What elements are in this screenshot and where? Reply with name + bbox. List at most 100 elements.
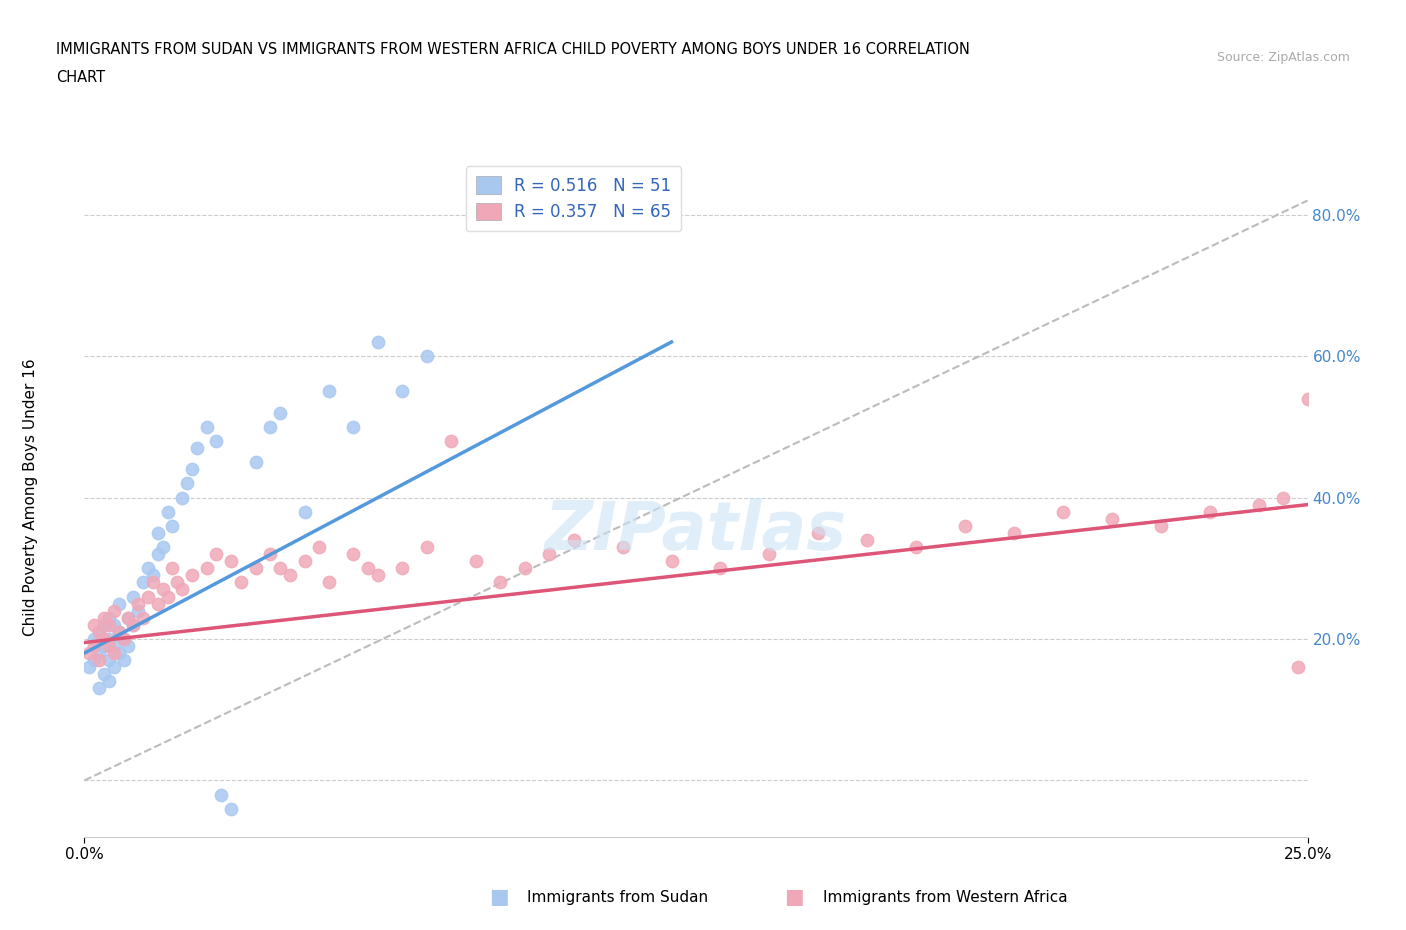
Text: Immigrants from Western Africa: Immigrants from Western Africa bbox=[823, 890, 1067, 905]
Point bbox=[83, 653, 105, 668]
Point bbox=[97, 610, 120, 625]
Point bbox=[83, 618, 105, 632]
Point bbox=[259, 547, 281, 562]
Point bbox=[181, 568, 204, 583]
Legend: R = 0.516   N = 51, R = 0.357   N = 65: R = 0.516 N = 51, R = 0.357 N = 65 bbox=[465, 166, 682, 231]
Point bbox=[107, 624, 129, 639]
Point bbox=[513, 561, 536, 576]
Point bbox=[112, 631, 135, 646]
Point bbox=[1296, 392, 1319, 406]
Point bbox=[162, 518, 184, 533]
Point bbox=[464, 553, 486, 568]
Point bbox=[758, 547, 780, 562]
Point bbox=[127, 596, 149, 611]
Point bbox=[87, 681, 110, 696]
Point bbox=[269, 405, 291, 420]
Point bbox=[122, 589, 145, 604]
Point bbox=[278, 568, 301, 583]
Point bbox=[117, 610, 139, 625]
Point bbox=[83, 639, 105, 654]
Point bbox=[391, 384, 413, 399]
Point bbox=[83, 631, 105, 646]
Point bbox=[269, 561, 291, 576]
Point bbox=[136, 589, 159, 604]
Point bbox=[107, 596, 129, 611]
Point bbox=[176, 476, 198, 491]
Point bbox=[245, 561, 267, 576]
Point bbox=[122, 618, 145, 632]
Point bbox=[181, 462, 204, 477]
Point bbox=[342, 547, 364, 562]
Point bbox=[294, 504, 316, 519]
Point bbox=[318, 575, 340, 590]
Point bbox=[93, 610, 115, 625]
Point bbox=[308, 539, 330, 554]
Text: ZIPatlas: ZIPatlas bbox=[546, 498, 846, 565]
Text: Immigrants from Sudan: Immigrants from Sudan bbox=[527, 890, 709, 905]
Point bbox=[562, 533, 585, 548]
Point bbox=[122, 618, 145, 632]
Point bbox=[146, 547, 169, 562]
Point bbox=[87, 624, 110, 639]
Point bbox=[97, 618, 120, 632]
Point bbox=[172, 582, 194, 597]
Point bbox=[342, 419, 364, 434]
Point bbox=[229, 575, 252, 590]
Point bbox=[107, 624, 129, 639]
Point bbox=[107, 645, 129, 660]
Point bbox=[807, 525, 830, 540]
Point bbox=[1150, 518, 1173, 533]
Point bbox=[172, 490, 194, 505]
Point bbox=[612, 539, 634, 554]
Text: ■: ■ bbox=[785, 887, 804, 908]
Point bbox=[391, 561, 413, 576]
Point bbox=[87, 653, 110, 668]
Point bbox=[142, 568, 165, 583]
Point bbox=[152, 582, 174, 597]
Point bbox=[661, 553, 683, 568]
Point bbox=[132, 610, 155, 625]
Point bbox=[162, 561, 184, 576]
Point bbox=[97, 639, 120, 654]
Point bbox=[1002, 525, 1025, 540]
Point bbox=[856, 533, 879, 548]
Point bbox=[142, 575, 165, 590]
Point bbox=[93, 631, 115, 646]
Point bbox=[152, 539, 174, 554]
Point bbox=[166, 575, 188, 590]
Point bbox=[87, 624, 110, 639]
Point bbox=[146, 525, 169, 540]
Point bbox=[103, 618, 125, 632]
Point bbox=[97, 631, 120, 646]
Point bbox=[77, 660, 100, 675]
Point bbox=[440, 433, 463, 448]
Point bbox=[195, 561, 218, 576]
Point bbox=[1272, 490, 1295, 505]
Point bbox=[219, 802, 242, 817]
Point bbox=[489, 575, 512, 590]
Point bbox=[1247, 498, 1270, 512]
Point bbox=[103, 639, 125, 654]
Point bbox=[132, 575, 155, 590]
Point bbox=[117, 610, 139, 625]
Point bbox=[1052, 504, 1074, 519]
Text: Child Poverty Among Boys Under 16: Child Poverty Among Boys Under 16 bbox=[24, 359, 38, 636]
Point bbox=[136, 561, 159, 576]
Point bbox=[245, 455, 267, 470]
Point bbox=[905, 539, 928, 554]
Point bbox=[367, 568, 389, 583]
Point bbox=[1286, 660, 1309, 675]
Point bbox=[117, 639, 139, 654]
Point bbox=[93, 667, 115, 682]
Point bbox=[259, 419, 281, 434]
Point bbox=[103, 660, 125, 675]
Point bbox=[93, 618, 115, 632]
Text: Source: ZipAtlas.com: Source: ZipAtlas.com bbox=[1216, 51, 1350, 64]
Point bbox=[127, 604, 149, 618]
Point bbox=[357, 561, 380, 576]
Point bbox=[209, 787, 232, 802]
Point bbox=[195, 419, 218, 434]
Point bbox=[416, 539, 439, 554]
Point bbox=[1198, 504, 1220, 519]
Point bbox=[87, 645, 110, 660]
